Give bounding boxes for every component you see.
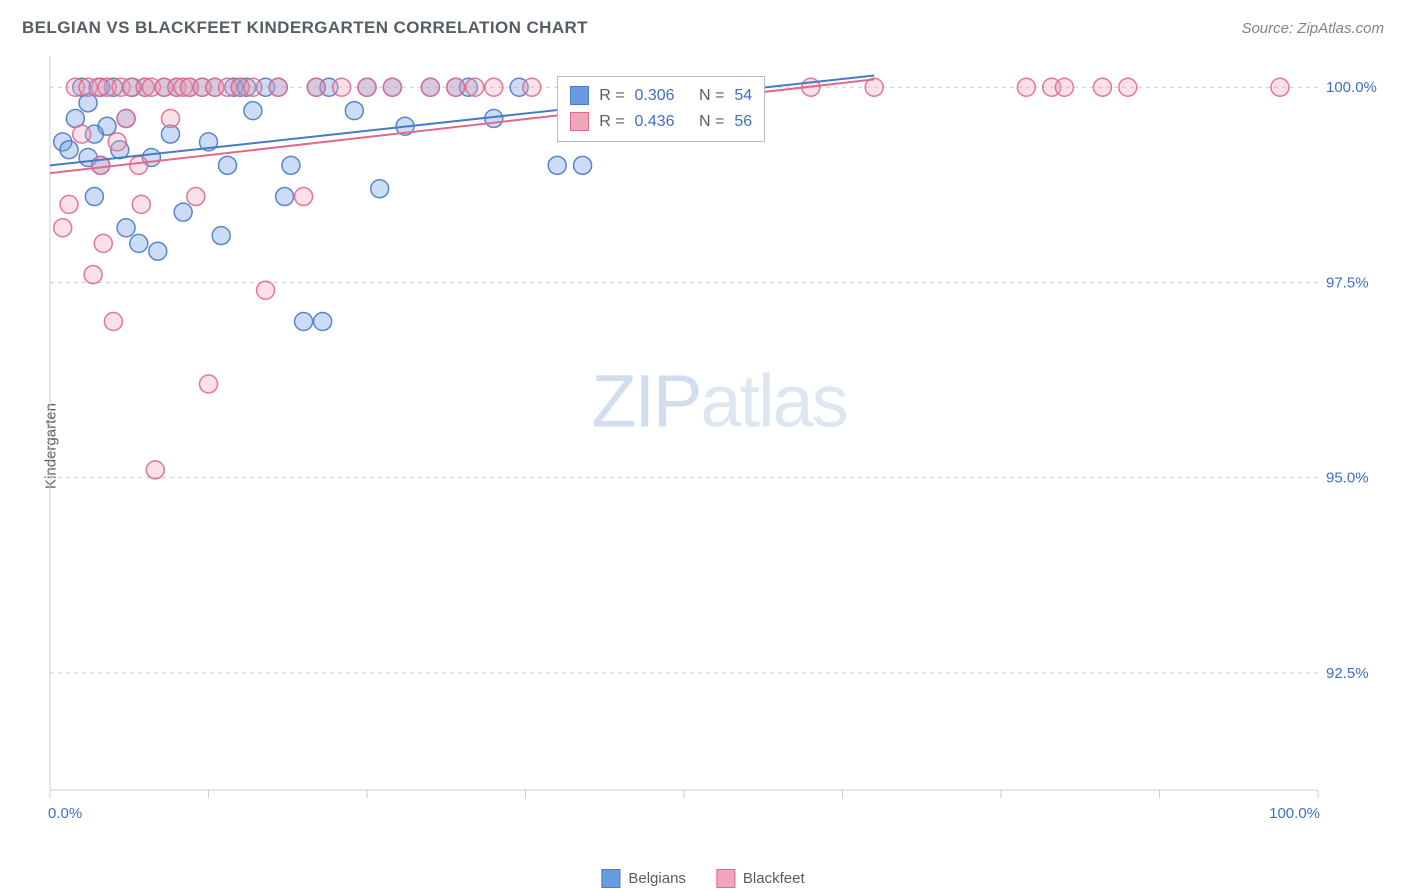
n-value-blackfeet: 56 <box>734 109 752 135</box>
r-value-blackfeet: 0.436 <box>635 109 675 135</box>
chart-title: BELGIAN VS BLACKFEET KINDERGARTEN CORREL… <box>22 18 588 38</box>
swatch-blackfeet <box>570 112 589 131</box>
r-prefix: R = <box>599 83 624 109</box>
stats-row-belgians: R = 0.306 N = 54 <box>570 83 752 109</box>
r-prefix: R = <box>599 109 624 135</box>
n-prefix: N = <box>699 109 724 135</box>
svg-text:92.5%: 92.5% <box>1326 665 1369 682</box>
legend-label-blackfeet: Blackfeet <box>743 870 805 887</box>
svg-text:100.0%: 100.0% <box>1269 805 1320 822</box>
source-label: Source: ZipAtlas.com <box>1241 20 1384 37</box>
svg-text:97.5%: 97.5% <box>1326 274 1369 291</box>
swatch-belgians <box>570 86 589 105</box>
svg-text:100.0%: 100.0% <box>1326 79 1377 96</box>
svg-text:95.0%: 95.0% <box>1326 470 1369 487</box>
legend-entry-belgians: Belgians <box>601 869 686 888</box>
legend-entry-blackfeet: Blackfeet <box>716 869 805 888</box>
r-value-belgians: 0.306 <box>635 83 675 109</box>
scatter-svg: 92.5% 95.0% 97.5% 100.0% 0.0% 100.0% <box>48 50 1390 830</box>
stats-row-blackfeet: R = 0.436 N = 56 <box>570 109 752 135</box>
n-value-belgians: 54 <box>734 83 752 109</box>
plot-area: ZIPatlas 92.5%95.0%97.5%100.0%0.0%100.0%… <box>48 50 1390 830</box>
svg-text:0.0%: 0.0% <box>48 805 82 822</box>
bottom-legend: Belgians Blackfeet <box>601 869 804 888</box>
swatch-blackfeet-icon <box>716 869 735 888</box>
legend-label-belgians: Belgians <box>628 870 686 887</box>
n-prefix: N = <box>699 83 724 109</box>
swatch-belgians-icon <box>601 869 620 888</box>
stats-legend-box: R = 0.306 N = 54 R = 0.436 N = 56 <box>557 76 765 142</box>
